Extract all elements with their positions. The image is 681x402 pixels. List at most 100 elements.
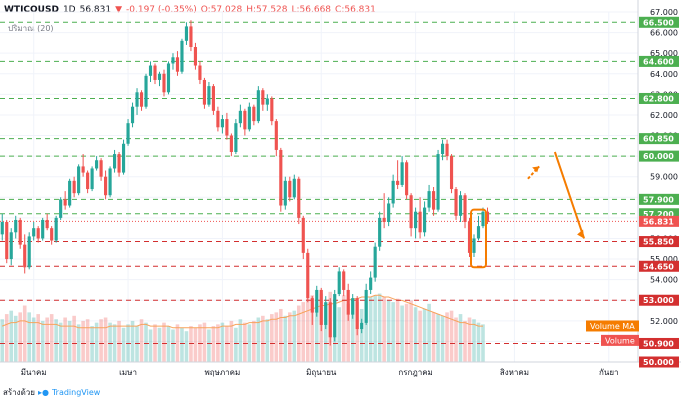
support-green-level-tag[interactable]: 57.900 <box>643 195 674 204</box>
candle-body <box>189 26 193 47</box>
support-green-level-tag[interactable]: 57.200 <box>643 210 674 219</box>
candle <box>373 242 377 282</box>
support-green-level-tag[interactable]: 60.000 <box>643 152 674 161</box>
resistance-red-level-tag-bg[interactable] <box>639 356 679 368</box>
resistance-red-level-tag[interactable]: 50.000 <box>643 358 674 367</box>
support-green-level-tag-bg[interactable] <box>639 193 679 205</box>
price-tick-label[interactable]: 54.000 <box>650 276 678 285</box>
resistance-red-level-tag-bg[interactable] <box>639 260 679 272</box>
price-change: -0.197 (-0.35%) <box>126 5 197 15</box>
support-green-level-tag[interactable]: 66.500 <box>643 18 674 27</box>
candle-body <box>90 168 94 190</box>
resistance-red-level-tag[interactable]: 50.900 <box>643 339 674 348</box>
resistance-red-level-tag[interactable]: 54.650 <box>643 262 674 271</box>
volume-bar <box>189 326 193 362</box>
tradingview-logo-icon[interactable]: ▸● <box>37 388 49 397</box>
resistance-red-level-tag-bg[interactable] <box>639 337 679 349</box>
candle <box>184 22 189 45</box>
support-green-level-tag-bg[interactable] <box>639 92 679 104</box>
candle <box>121 139 126 175</box>
candle <box>288 176 292 202</box>
support-green-level-tag-bg[interactable] <box>639 55 679 67</box>
down-arrow-icon <box>577 229 585 239</box>
support-green-level-tag-bg[interactable] <box>639 150 679 162</box>
candle-body <box>454 189 458 216</box>
candle <box>68 178 72 208</box>
time-axis[interactable]: มีนาคม เมษา พฤษภาคม มิถุนายน กรกฎาคม สิงหาคม ก… <box>21 368 619 377</box>
support-green-level-tag-bg[interactable] <box>639 133 679 145</box>
candle <box>342 269 346 297</box>
candle-body <box>328 302 332 338</box>
price-tick-label[interactable]: 65.000 <box>650 49 678 58</box>
interval-label[interactable]: 1D <box>62 5 76 15</box>
resistance-red-level-tag-bg[interactable] <box>639 294 679 306</box>
price-tick-label[interactable]: 52.000 <box>650 317 678 326</box>
legend-tag-bg[interactable] <box>586 320 639 332</box>
volume-bar <box>72 315 76 362</box>
support-green-level-tag[interactable]: 64.600 <box>643 57 674 66</box>
time-tick-label[interactable]: มิถุนายน <box>306 368 337 377</box>
volume-bar <box>323 302 328 362</box>
candle <box>171 53 175 70</box>
volume-bar <box>243 322 247 362</box>
candle-body <box>463 195 467 222</box>
candle-body <box>423 207 427 233</box>
legend-tag[interactable]: Volume MA <box>590 322 635 331</box>
time-tick-label[interactable]: กรกฎาคม <box>398 368 432 377</box>
candle-body <box>409 195 413 229</box>
candle <box>211 84 215 115</box>
price-tick-label[interactable]: 66.000 <box>650 29 678 38</box>
grid-lines <box>0 11 638 363</box>
time-tick-label[interactable]: สิงหาคม <box>500 368 529 377</box>
candle <box>400 156 404 187</box>
price-tick-label[interactable]: 62.000 <box>650 111 678 120</box>
legend-tag-bg[interactable] <box>601 334 639 346</box>
time-tick-label[interactable]: มีนาคม <box>21 368 47 377</box>
volume-bar <box>274 312 279 362</box>
volume-bar <box>256 317 261 362</box>
candle-body <box>431 191 436 210</box>
price-axis[interactable]: 67.00066.00065.00064.00063.00062.00061.0… <box>0 0 681 368</box>
candle-body <box>238 110 242 124</box>
candle <box>23 234 27 274</box>
support-green-level-tag[interactable]: 62.800 <box>643 94 674 103</box>
candle <box>216 106 220 132</box>
candle-body <box>387 203 391 222</box>
price-tick-label[interactable]: 55.000 <box>650 255 678 264</box>
time-tick-label[interactable]: พฤษภาคม <box>205 368 241 377</box>
footer: สร้างด้วย ▸● TradingView <box>3 386 100 399</box>
current-price-tag[interactable]: 56.831 <box>643 217 674 226</box>
time-tick-label[interactable]: เมษา <box>119 368 137 377</box>
resistance-red-level-tag[interactable]: 53.000 <box>643 296 674 305</box>
tradingview-brand[interactable]: TradingView <box>51 388 101 397</box>
volume-bar <box>193 327 198 362</box>
legend-tag[interactable]: Volume <box>605 336 635 345</box>
candle <box>59 197 63 220</box>
candle <box>77 164 81 196</box>
candle <box>261 88 265 111</box>
resistance-red-level-tag[interactable]: 55.850 <box>643 238 674 247</box>
resistance-red-level-tag-bg[interactable] <box>639 236 679 248</box>
price-tick-label[interactable]: 67.000 <box>650 8 678 17</box>
symbol-name[interactable]: WTICOUSD <box>4 5 59 15</box>
candle <box>360 318 364 334</box>
current-price-tag-bg[interactable] <box>639 215 679 227</box>
last-price: 56.831 <box>79 5 112 15</box>
support-green-level-tag[interactable]: 60.850 <box>643 135 674 144</box>
volume-bar <box>4 314 9 362</box>
volume-bar <box>341 295 346 362</box>
time-tick-label[interactable]: กันยา <box>599 368 619 377</box>
price-tick-label[interactable]: 59.000 <box>650 173 678 182</box>
volume-bar <box>207 329 211 362</box>
volume-bar <box>427 303 431 362</box>
candle-body <box>306 252 310 299</box>
candle <box>95 156 99 171</box>
price-tick-label[interactable]: 64.000 <box>650 70 678 79</box>
volume-indicator-label[interactable]: ปริมาณ (20) <box>8 24 54 33</box>
candle <box>32 222 36 241</box>
support-green-level-tag-bg[interactable] <box>639 16 679 28</box>
volume-bar <box>108 322 112 362</box>
support-green-level-tag-bg[interactable] <box>639 208 679 220</box>
candle <box>431 187 436 216</box>
